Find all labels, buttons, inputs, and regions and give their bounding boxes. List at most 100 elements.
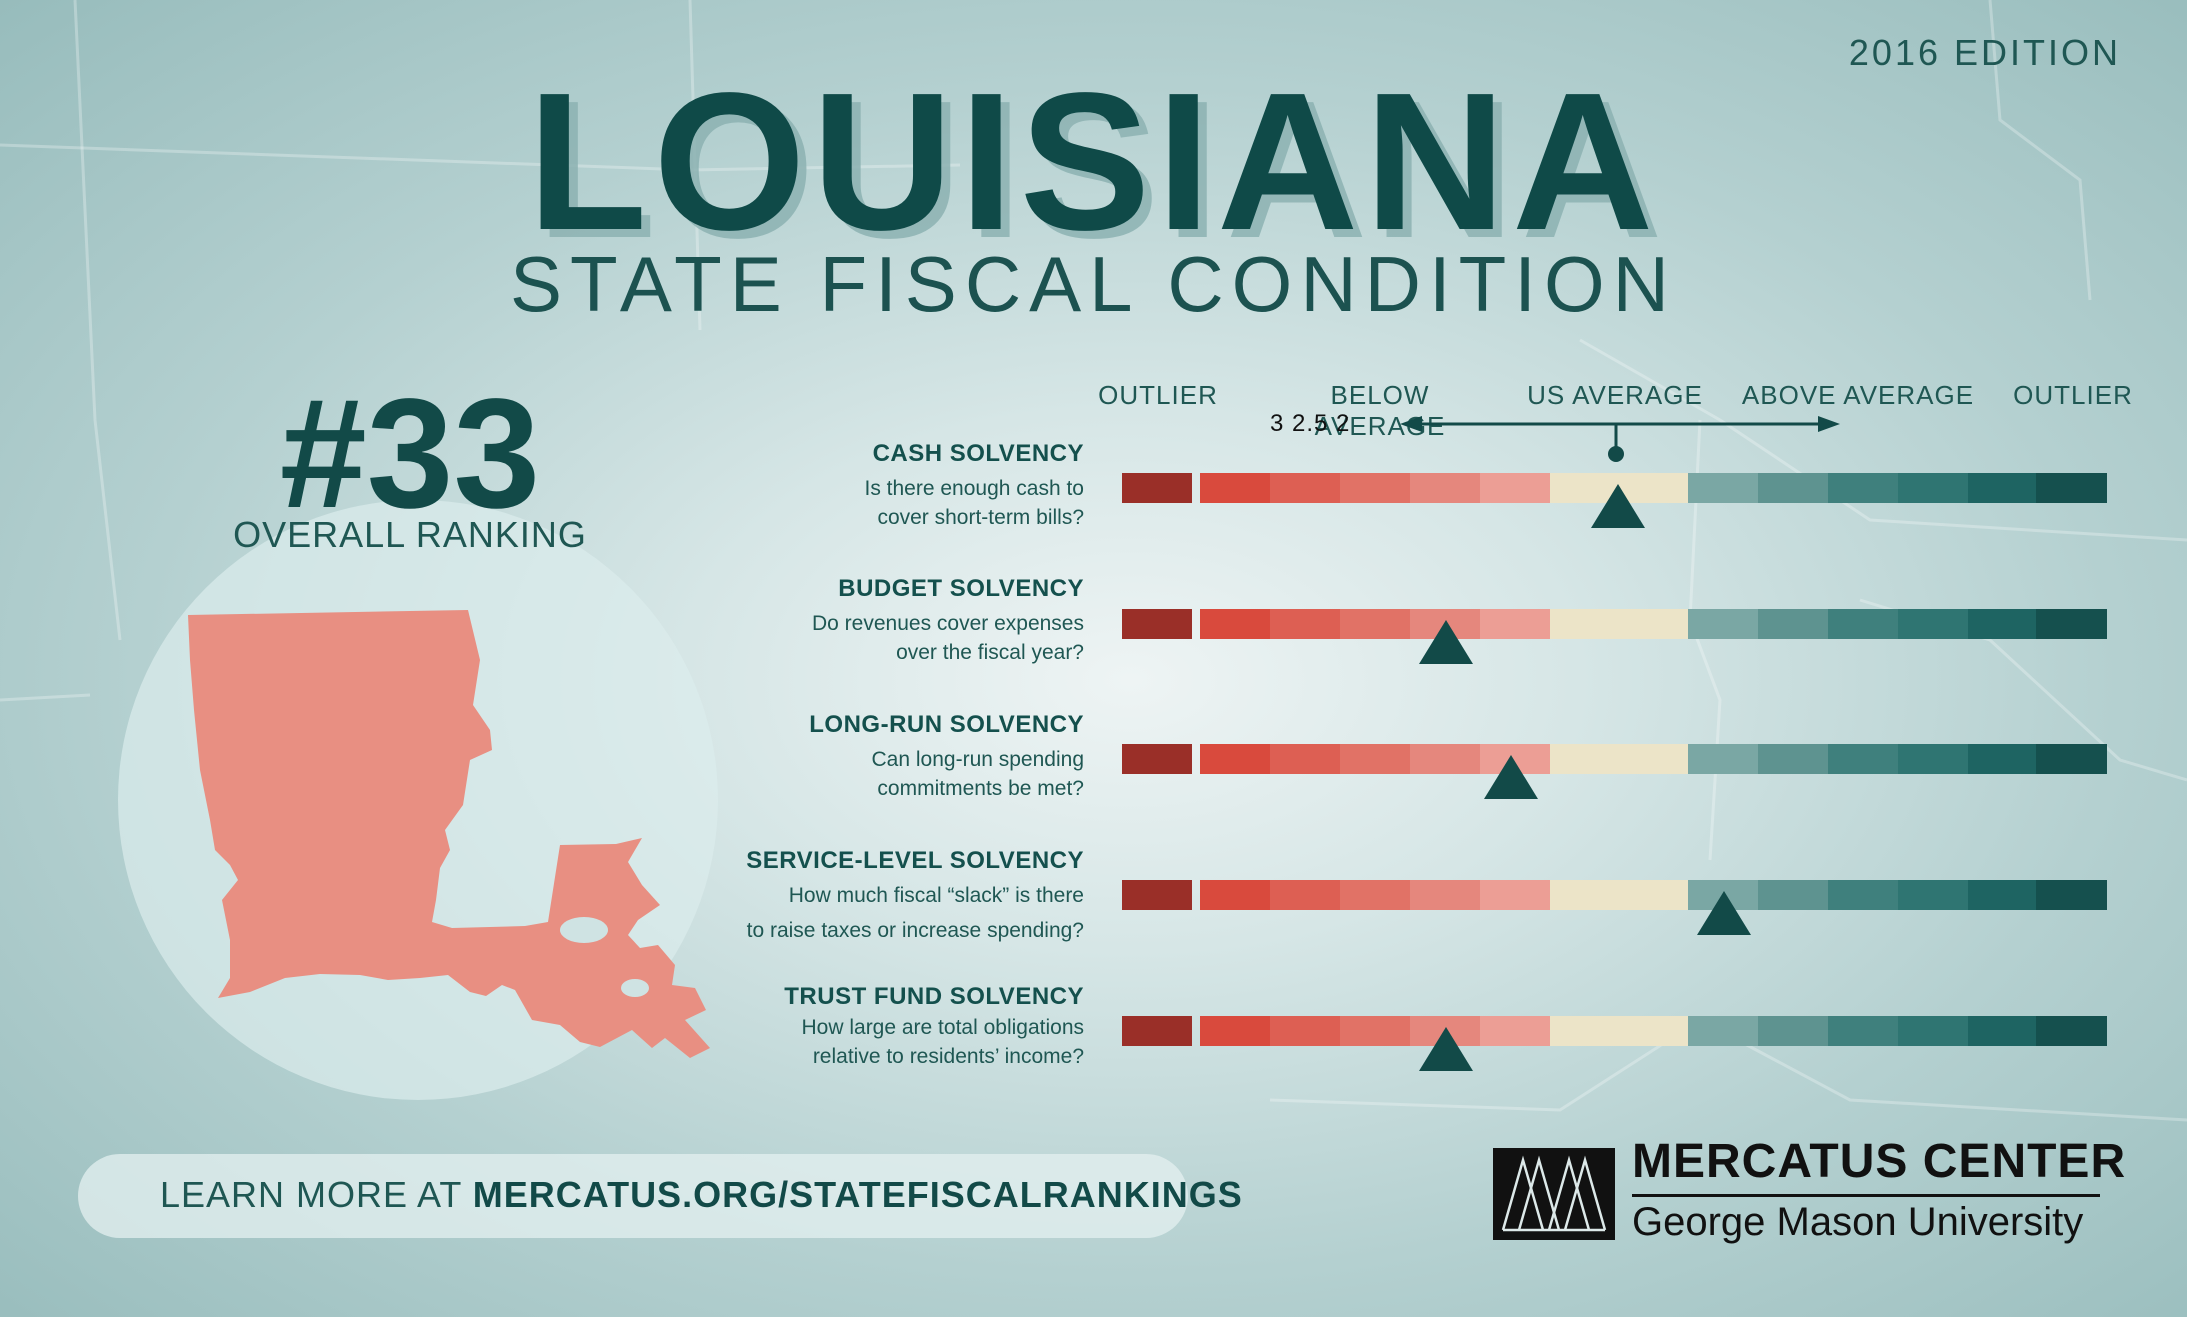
metric-long-run-solvency: LONG-RUN SOLVENCY Can long-run spending … — [640, 711, 1084, 803]
org-name: MERCATUS CENTER — [1632, 1135, 2127, 1188]
learn-more-banner[interactable] — [78, 1154, 1188, 1238]
scale-segment — [1270, 473, 1340, 503]
metric-position-marker — [1419, 1027, 1474, 1071]
scale-segment — [1620, 609, 1690, 639]
scale-segment — [2036, 1016, 2107, 1046]
scale-segment — [1340, 880, 1410, 910]
metric-question-line1: Can long-run spending — [871, 748, 1084, 771]
scale-segment — [1758, 609, 1828, 639]
scale-segment — [1758, 880, 1828, 910]
metric-position-marker — [1484, 755, 1539, 799]
metric-position-marker — [1419, 620, 1474, 664]
scale-segment — [1270, 744, 1340, 774]
scale-segment — [1480, 1016, 1550, 1046]
scale-segment — [1410, 744, 1480, 774]
ranking-label: OVERALL RANKING — [233, 514, 587, 555]
scale-segment — [1968, 473, 2038, 503]
metric-question-line2: relative to residents’ income? — [812, 1045, 1084, 1068]
scale-segment — [1122, 744, 1192, 774]
metric-scale-bar — [1122, 609, 2107, 639]
scale-segment — [1758, 1016, 1828, 1046]
scale-label-outlier-low: OUTLIER — [1098, 380, 1218, 410]
scale-segment — [1968, 880, 2038, 910]
scale-segment — [1270, 1016, 1340, 1046]
scale-segment — [1828, 880, 1898, 910]
scale-segment — [1200, 473, 1270, 503]
org-university: George Mason University — [1632, 1200, 2084, 1244]
metric-name: SERVICE-LEVEL SOLVENCY — [746, 847, 1084, 874]
learn-more-url[interactable]: MERCATUS.ORG/STATEFISCALRANKINGS — [472, 1174, 1243, 1215]
metric-scale-bar — [1122, 1016, 2107, 1046]
scale-label-above-average: ABOVE AVERAGE — [1741, 380, 1975, 410]
scale-segment — [1122, 880, 1192, 910]
scale-segment — [1828, 1016, 1898, 1046]
scale-segment — [1550, 1016, 1620, 1046]
scale-segment — [1340, 609, 1410, 639]
metric-question-line1: Do revenues cover expenses — [812, 612, 1084, 635]
scale-segment — [1968, 609, 2038, 639]
metric-scale-bar — [1122, 473, 2107, 503]
edition-label: 2016 EDITION — [1848, 32, 2121, 73]
scale-segment — [1340, 744, 1410, 774]
scale-segment — [1620, 880, 1690, 910]
learn-more-link[interactable]: LEARN MORE AT MERCATUS.ORG/STATEFISCALRA… — [160, 1177, 1243, 1213]
scale-numbers: 3 2.5 2 — [1270, 410, 1351, 437]
ranking-number: #33 — [279, 367, 541, 541]
scale-segment — [1410, 880, 1480, 910]
scale-segment — [2036, 744, 2107, 774]
scale-segment — [1898, 473, 1968, 503]
metric-question-line1: How much fiscal “slack” is there — [788, 884, 1084, 907]
scale-segment — [1898, 880, 1968, 910]
metric-budget-solvency: BUDGET SOLVENCY Do revenues cover expens… — [640, 575, 1084, 667]
scale-segment — [1688, 609, 1758, 639]
scale-segment — [1480, 880, 1550, 910]
scale-segment — [1550, 880, 1620, 910]
scale-direction-arrow — [1400, 416, 1840, 462]
scale-segment — [1828, 744, 1898, 774]
scale-segment — [1550, 609, 1620, 639]
scale-segment — [1480, 473, 1550, 503]
scale-segment — [1200, 1016, 1270, 1046]
mercatus-logo-icon — [1493, 1148, 1615, 1240]
scale-segment — [1688, 473, 1758, 503]
metric-question-line1: Is there enough cash to — [864, 477, 1085, 500]
scale-label-below-average: BELOW AVERAGE — [1314, 380, 1446, 441]
metric-cash-solvency: CASH SOLVENCY Is there enough cash to co… — [640, 440, 1085, 532]
louisiana-state-shape — [188, 610, 710, 1058]
metric-position-marker — [1696, 891, 1751, 935]
scale-segment — [1968, 1016, 2038, 1046]
scale-segment — [1200, 880, 1270, 910]
metric-question-line2: to raise taxes or increase spending? — [746, 919, 1084, 942]
metric-position-marker — [1591, 484, 1646, 528]
scale-segment — [1410, 473, 1480, 503]
scale-label-us-average: US AVERAGE — [1527, 380, 1703, 410]
scale-segment — [1122, 1016, 1192, 1046]
scale-segment — [1122, 609, 1192, 639]
page-title: LOUISIANA — [527, 52, 1660, 271]
scale-segment — [1340, 1016, 1410, 1046]
learn-more-prefix: LEARN MORE AT — [160, 1174, 473, 1215]
scale-segment — [1200, 609, 1270, 639]
scale-segment — [1828, 473, 1898, 503]
org-divider — [1632, 1194, 2100, 1197]
metric-question-line1: How large are total obligations — [801, 1016, 1085, 1039]
scale-segment — [2036, 880, 2107, 910]
metric-scale-bar — [1122, 744, 2107, 774]
metric-question-line2: over the fiscal year? — [896, 641, 1084, 664]
metric-name: TRUST FUND SOLVENCY — [784, 983, 1084, 1010]
metric-question-line2: commitments be met? — [877, 777, 1084, 800]
scale-segment — [2036, 609, 2107, 639]
scale-segment — [1688, 1016, 1758, 1046]
scale-segment — [1758, 744, 1828, 774]
scale-segment — [1480, 609, 1550, 639]
metric-name: BUDGET SOLVENCY — [838, 575, 1084, 602]
scale-segment — [1898, 1016, 1968, 1046]
scale-segment — [1550, 744, 1620, 774]
scale-segment — [1898, 744, 1968, 774]
scale-segment — [1898, 609, 1968, 639]
scale-segment — [1620, 744, 1690, 774]
scale-segment — [1200, 744, 1270, 774]
metric-name: LONG-RUN SOLVENCY — [809, 711, 1084, 738]
scale-segment — [1122, 473, 1192, 503]
